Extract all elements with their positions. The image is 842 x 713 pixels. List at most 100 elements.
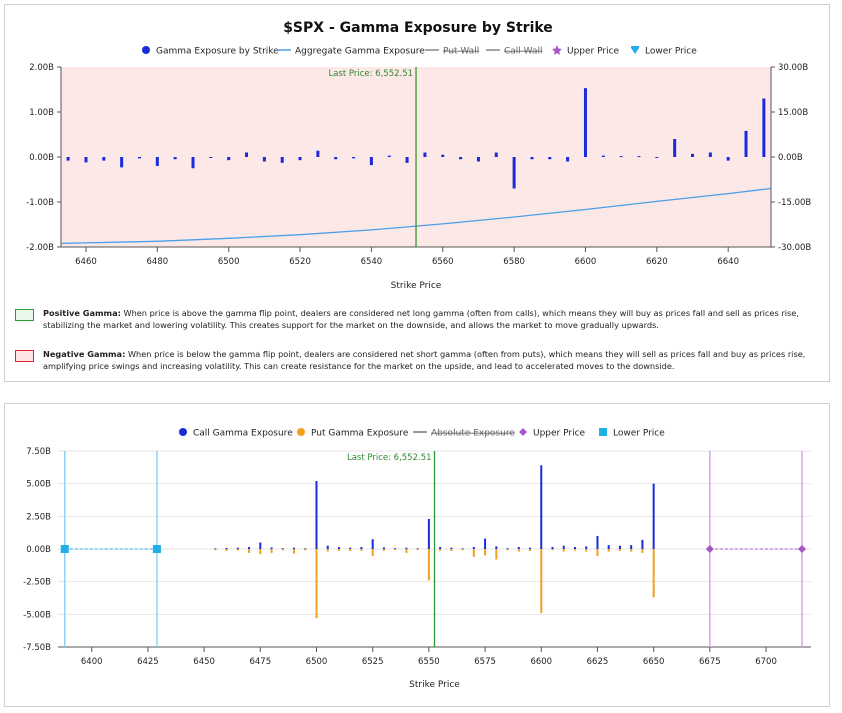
legend-marker-call-gamma-exposure xyxy=(179,428,187,436)
call-gamma-bar xyxy=(371,539,374,549)
legend-label-put-gamma-exposure: Put Gamma Exposure xyxy=(311,429,409,439)
gamma-bar xyxy=(262,157,266,162)
upper-price-marker xyxy=(798,545,807,553)
gamma-bar xyxy=(762,98,766,157)
x-tick-label: 6450 xyxy=(193,657,215,667)
positive-gamma-label: Positive Gamma: xyxy=(43,308,121,318)
gamma-bar xyxy=(494,152,498,157)
y2-tick-label: -30.00B xyxy=(778,243,811,253)
put-gamma-bar xyxy=(495,549,498,560)
gamma-bar xyxy=(316,150,320,157)
put-gamma-bar xyxy=(248,549,251,553)
call-gamma-bar xyxy=(484,538,487,549)
put-gamma-bar xyxy=(281,549,284,551)
gamma-bar xyxy=(441,154,445,157)
put-gamma-bar xyxy=(225,549,228,551)
x-tick-label: 6600 xyxy=(575,257,597,267)
put-gamma-bar xyxy=(618,549,621,551)
x-axis-label: Strike Price xyxy=(409,680,460,690)
x-axis-label: Strike Price xyxy=(391,281,442,291)
aggregate-gamma-line xyxy=(60,187,772,245)
gamma-bar xyxy=(245,152,249,157)
y-tick-label: 2.00B xyxy=(29,63,54,73)
x-tick-label: 6520 xyxy=(289,257,311,267)
gamma-bar xyxy=(120,157,124,168)
gamma-bar xyxy=(637,156,641,158)
gamma-bar xyxy=(619,156,623,158)
gamma-bar xyxy=(530,157,534,160)
gamma-bar xyxy=(423,152,427,157)
legend-label-call-wall: Call Wall xyxy=(504,47,543,57)
put-gamma-bar xyxy=(326,549,329,552)
put-gamma-bar xyxy=(551,549,554,551)
y-tick-label: -2.00B xyxy=(26,243,54,253)
put-gamma-bar xyxy=(596,549,599,557)
put-gamma-bar xyxy=(461,549,464,551)
call-gamma-bar xyxy=(281,548,284,550)
positive-gamma-text: When price is above the gamma flip point… xyxy=(43,308,799,330)
call-gamma-bar xyxy=(304,548,307,550)
negative-gamma-label: Negative Gamma: xyxy=(43,349,126,359)
gamma-bar xyxy=(173,157,177,160)
legend-marker-put-gamma-exposure xyxy=(297,428,305,436)
legend-marker-lower-price xyxy=(599,428,607,436)
x-tick-label: 6460 xyxy=(75,257,97,267)
y-tick-label: 1.00B xyxy=(29,108,54,118)
put-gamma-bar xyxy=(337,549,340,551)
x-tick-label: 6480 xyxy=(147,257,169,267)
gamma-bar xyxy=(369,157,373,166)
call-gamma-bar xyxy=(585,546,588,549)
gamma-bar xyxy=(708,152,712,157)
legend-label-call-gamma-exposure: Call Gamma Exposure xyxy=(193,429,293,439)
put-gamma-bar xyxy=(360,549,363,551)
call-gamma-bar xyxy=(225,547,228,549)
y-tick-label: 2.50B xyxy=(26,512,51,522)
gamma-bar xyxy=(209,157,213,158)
gamma-bar xyxy=(744,130,748,157)
call-gamma-bar xyxy=(427,518,430,549)
gamma-bar xyxy=(387,155,391,157)
y-tick-label: 0.00B xyxy=(26,545,51,555)
x-tick-label: 6675 xyxy=(699,657,721,667)
legend-label-lower-price: Lower Price xyxy=(613,429,665,439)
call-gamma-bar xyxy=(607,545,610,549)
put-gamma-bar xyxy=(405,549,408,553)
gamma-bar xyxy=(102,157,106,161)
put-gamma-bar xyxy=(585,549,588,552)
y-tick-label: -1.00B xyxy=(26,198,54,208)
put-gamma-bar xyxy=(439,549,442,551)
positive-gamma-note: Positive Gamma: When price is above the … xyxy=(15,307,820,331)
call-gamma-bar xyxy=(641,539,644,549)
call-gamma-bar xyxy=(630,545,633,549)
put-gamma-bar xyxy=(259,549,262,555)
legend-label-absolute-exposure: Absolute Exposure xyxy=(431,429,515,439)
y-tick-label: -7.50B xyxy=(23,643,51,653)
put-gamma-bar xyxy=(427,549,430,581)
legend-label-aggregate-gamma-exposure: Aggregate Gamma Exposure xyxy=(295,47,425,57)
put-gamma-bar xyxy=(394,549,397,551)
put-gamma-bar xyxy=(371,549,374,557)
last-price-label: Last Price: 6,552.51 xyxy=(328,69,413,79)
y2-tick-label: 30.00B xyxy=(778,63,808,73)
gamma-bar xyxy=(66,157,70,161)
call-put-gamma-chart: Call Gamma Exposure Put Gamma Exposure Abs… xyxy=(23,428,811,690)
put-gamma-bar xyxy=(506,549,509,551)
negative-gamma-note: Negative Gamma: When price is below the … xyxy=(15,348,820,372)
gamma-bar xyxy=(227,157,231,161)
gamma-bar xyxy=(405,157,409,163)
put-gamma-bar xyxy=(517,549,520,552)
positive-gamma-swatch xyxy=(15,309,34,321)
call-gamma-bar xyxy=(293,547,296,549)
x-tick-label: 6625 xyxy=(587,657,609,667)
call-gamma-bar xyxy=(506,548,509,550)
call-gamma-bar xyxy=(652,483,655,549)
x-tick-label: 6600 xyxy=(530,657,552,667)
call-gamma-bar xyxy=(236,547,239,549)
put-gamma-bar xyxy=(641,549,644,553)
call-gamma-bar xyxy=(405,547,408,549)
call-gamma-bar xyxy=(573,547,576,549)
put-gamma-bar xyxy=(416,549,419,551)
legend-label-upper-price: Upper Price xyxy=(567,47,620,57)
gamma-bar xyxy=(459,157,463,160)
negative-gamma-text: When price is below the gamma flip point… xyxy=(43,349,806,371)
